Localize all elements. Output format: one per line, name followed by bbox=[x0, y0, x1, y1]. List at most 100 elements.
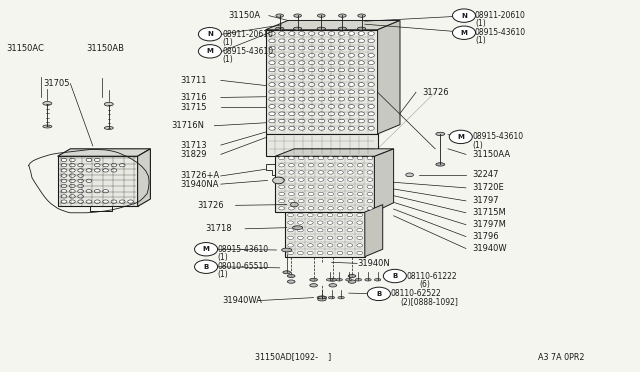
Ellipse shape bbox=[103, 189, 109, 193]
Text: 31711: 31711 bbox=[180, 76, 207, 85]
Ellipse shape bbox=[279, 126, 285, 130]
Ellipse shape bbox=[308, 126, 315, 130]
Text: 31150AB: 31150AB bbox=[86, 44, 124, 53]
Ellipse shape bbox=[298, 185, 304, 189]
Ellipse shape bbox=[288, 221, 293, 224]
Ellipse shape bbox=[308, 171, 314, 174]
Text: 31716N: 31716N bbox=[172, 121, 205, 130]
Ellipse shape bbox=[310, 283, 317, 287]
Ellipse shape bbox=[327, 213, 333, 217]
Ellipse shape bbox=[298, 54, 305, 57]
Ellipse shape bbox=[289, 83, 295, 86]
Ellipse shape bbox=[298, 32, 305, 35]
Ellipse shape bbox=[348, 61, 355, 64]
Ellipse shape bbox=[95, 169, 100, 172]
Ellipse shape bbox=[298, 76, 305, 79]
Ellipse shape bbox=[298, 199, 304, 203]
Text: N: N bbox=[461, 13, 467, 19]
Polygon shape bbox=[138, 149, 150, 206]
Ellipse shape bbox=[279, 192, 285, 196]
Text: 08911-20610: 08911-20610 bbox=[475, 11, 525, 20]
Ellipse shape bbox=[358, 119, 365, 123]
Ellipse shape bbox=[328, 164, 333, 167]
Ellipse shape bbox=[348, 185, 353, 189]
Ellipse shape bbox=[358, 39, 365, 43]
Ellipse shape bbox=[357, 192, 363, 196]
Ellipse shape bbox=[367, 171, 372, 174]
Ellipse shape bbox=[289, 68, 295, 72]
Ellipse shape bbox=[95, 189, 100, 193]
Ellipse shape bbox=[298, 171, 304, 174]
Ellipse shape bbox=[368, 61, 374, 64]
Ellipse shape bbox=[61, 158, 67, 161]
Ellipse shape bbox=[289, 178, 294, 181]
Ellipse shape bbox=[327, 236, 333, 240]
Ellipse shape bbox=[307, 244, 313, 247]
Ellipse shape bbox=[298, 61, 305, 64]
Ellipse shape bbox=[61, 189, 67, 193]
Ellipse shape bbox=[298, 251, 303, 254]
Ellipse shape bbox=[298, 164, 304, 167]
Ellipse shape bbox=[339, 68, 344, 72]
Ellipse shape bbox=[339, 119, 344, 123]
Ellipse shape bbox=[289, 112, 295, 116]
Text: 31726: 31726 bbox=[197, 201, 224, 210]
Text: 31796: 31796 bbox=[472, 232, 499, 241]
Ellipse shape bbox=[318, 206, 324, 210]
Ellipse shape bbox=[289, 90, 295, 94]
Ellipse shape bbox=[298, 119, 305, 123]
Ellipse shape bbox=[317, 244, 323, 247]
Ellipse shape bbox=[78, 184, 83, 187]
Ellipse shape bbox=[328, 32, 335, 35]
Ellipse shape bbox=[347, 251, 353, 254]
Polygon shape bbox=[266, 20, 400, 30]
Ellipse shape bbox=[288, 228, 293, 232]
Ellipse shape bbox=[348, 275, 356, 278]
Ellipse shape bbox=[95, 200, 100, 203]
Ellipse shape bbox=[348, 126, 355, 130]
Ellipse shape bbox=[308, 97, 315, 101]
Text: (1): (1) bbox=[218, 253, 228, 262]
Ellipse shape bbox=[358, 112, 365, 116]
Ellipse shape bbox=[276, 14, 284, 17]
Ellipse shape bbox=[339, 83, 344, 86]
Ellipse shape bbox=[339, 112, 344, 116]
Ellipse shape bbox=[337, 228, 343, 232]
Text: 08915-43610: 08915-43610 bbox=[218, 245, 269, 254]
Ellipse shape bbox=[348, 280, 356, 283]
Ellipse shape bbox=[288, 213, 293, 217]
Text: 31716: 31716 bbox=[180, 93, 207, 102]
Ellipse shape bbox=[308, 164, 314, 167]
Polygon shape bbox=[58, 149, 150, 156]
Ellipse shape bbox=[289, 199, 294, 203]
Text: 08110-61222: 08110-61222 bbox=[406, 272, 457, 280]
Text: (1): (1) bbox=[218, 270, 228, 279]
Circle shape bbox=[195, 260, 218, 273]
Circle shape bbox=[367, 287, 390, 301]
Ellipse shape bbox=[317, 296, 327, 299]
Ellipse shape bbox=[308, 90, 315, 94]
Ellipse shape bbox=[347, 221, 353, 224]
Ellipse shape bbox=[326, 278, 333, 281]
Ellipse shape bbox=[348, 105, 355, 108]
Ellipse shape bbox=[86, 179, 92, 182]
Ellipse shape bbox=[310, 278, 317, 281]
Ellipse shape bbox=[78, 195, 83, 198]
Ellipse shape bbox=[279, 76, 285, 79]
Ellipse shape bbox=[61, 174, 67, 177]
Ellipse shape bbox=[70, 158, 76, 161]
Ellipse shape bbox=[317, 236, 323, 240]
Ellipse shape bbox=[269, 68, 275, 72]
Ellipse shape bbox=[298, 156, 304, 160]
Text: 31718: 31718 bbox=[205, 224, 232, 233]
Text: 31720E: 31720E bbox=[472, 183, 504, 192]
Ellipse shape bbox=[298, 126, 305, 130]
Ellipse shape bbox=[298, 228, 303, 232]
Ellipse shape bbox=[279, 39, 285, 43]
Ellipse shape bbox=[319, 119, 324, 123]
Ellipse shape bbox=[328, 68, 335, 72]
Ellipse shape bbox=[358, 61, 365, 64]
Ellipse shape bbox=[368, 83, 374, 86]
Ellipse shape bbox=[288, 244, 293, 247]
Ellipse shape bbox=[273, 177, 284, 184]
